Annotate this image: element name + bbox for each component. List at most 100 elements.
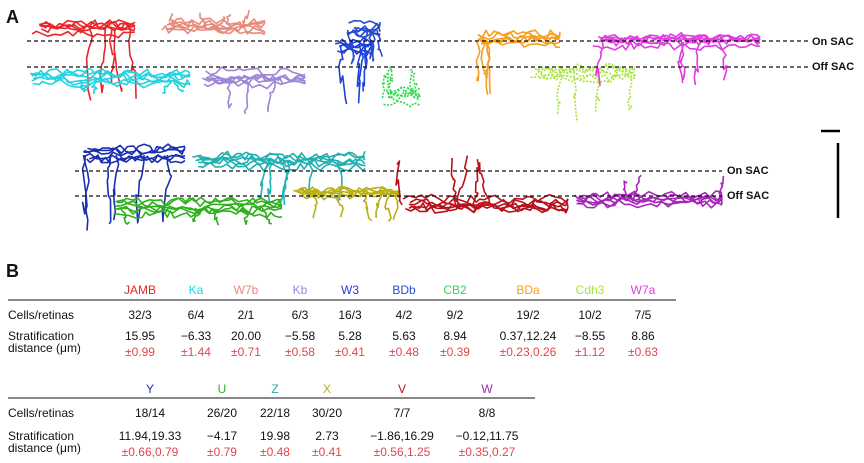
column-header: W7b [234, 283, 259, 297]
row-label: distance (μm) [8, 341, 81, 355]
cell-value: 15.95 [125, 329, 155, 343]
cell-value: 4/2 [396, 308, 413, 322]
cell-error: ±0.41 [335, 345, 365, 359]
layer-label: On SAC [812, 36, 854, 48]
panel-label: A [6, 7, 19, 27]
dendrite [596, 42, 604, 86]
cell-value: 8/8 [479, 406, 496, 420]
dendrite [339, 45, 347, 104]
dendrite [100, 28, 105, 93]
cell-value: 2/1 [238, 308, 255, 322]
cell-value: −0.12,11.75 [456, 429, 519, 443]
cell-error: ±0.39 [440, 345, 470, 359]
cell-error: ±0.63 [628, 345, 658, 359]
cell-error: ±0.66,0.79 [122, 445, 179, 458]
cell-value: −5.58 [285, 329, 316, 343]
neuron-trace [383, 67, 421, 107]
cell-value: 18/14 [135, 406, 165, 420]
dendrite [87, 28, 93, 101]
cell-value: 2.73 [315, 429, 339, 443]
dendrite [476, 40, 480, 81]
layer-label: Off SAC [727, 190, 769, 202]
column-header: Kb [293, 283, 308, 297]
layer-label: Off SAC [812, 61, 854, 73]
column-header: Cdh3 [576, 283, 605, 297]
cell-error: ±0.56,1.25 [374, 445, 431, 458]
cell-error: ±0.58 [285, 345, 315, 359]
cell-value: −1.86,16.29 [370, 429, 434, 443]
cell-value: 5.63 [392, 329, 416, 343]
column-header: U [218, 382, 227, 396]
cell-value: 8.94 [443, 329, 467, 343]
neuron-traces [30, 10, 760, 231]
dendrite [389, 69, 392, 98]
cell-value: 26/20 [207, 406, 237, 420]
cell-value: 7/5 [635, 308, 652, 322]
cell-value: 9/2 [447, 308, 464, 322]
dendrite [396, 161, 402, 205]
dendrite [457, 156, 468, 205]
neuron-trace [335, 38, 372, 104]
column-header: BDa [516, 283, 540, 297]
cell-value: 16/3 [338, 308, 362, 322]
column-header: BDb [392, 283, 416, 297]
cell-value: 19.98 [260, 429, 290, 443]
cell-value: 5.28 [338, 329, 362, 343]
cell-value: 11.94,19.33 [119, 429, 182, 443]
cell-value: 22/18 [260, 406, 290, 420]
cell-value: 20.00 [231, 329, 261, 343]
dendrite [383, 73, 388, 98]
cell-value: 10/2 [578, 308, 602, 322]
column-header: Z [271, 382, 278, 396]
column-header: W7a [631, 283, 656, 297]
neuron-trace [575, 175, 724, 208]
cell-value: 6/3 [292, 308, 309, 322]
dendrite [206, 67, 305, 75]
column-header: JAMB [124, 283, 156, 297]
cell-error: ±0.41 [312, 445, 342, 458]
neuron-trace [396, 156, 568, 213]
dendrite [83, 155, 87, 214]
dendrite [136, 155, 144, 223]
row-label: distance (μm) [8, 441, 81, 455]
cell-error: ±0.71 [231, 345, 261, 359]
cell-value: −4.17 [207, 429, 238, 443]
dendrite [268, 160, 271, 203]
cell-value: 6/4 [188, 308, 205, 322]
cell-value: 8.86 [631, 329, 655, 343]
neuron-trace [531, 64, 636, 122]
cell-value: −6.33 [181, 329, 212, 343]
column-header: V [398, 382, 406, 396]
panel-label: B [6, 261, 19, 281]
cell-value: 32/3 [128, 308, 152, 322]
neuron-trace [294, 186, 401, 221]
column-header: Ka [189, 283, 204, 297]
dendrite [477, 159, 489, 205]
cell-value: 19/2 [516, 308, 540, 322]
neuron-trace [162, 10, 265, 34]
cell-error: ±0.99 [125, 345, 155, 359]
neuron-trace [202, 67, 305, 114]
row-label: Cells/retinas [8, 406, 74, 420]
neuron-trace [30, 69, 190, 94]
column-header: X [323, 382, 331, 396]
dendrite [107, 155, 110, 224]
page: A On SAC Off SAC On SAC Off SAC B JAMB Ka… [0, 0, 864, 463]
cell-value: 7/7 [394, 406, 411, 420]
layer-label: On SAC [727, 165, 769, 177]
dendrite [129, 28, 136, 99]
column-header: CB2 [443, 283, 467, 297]
figure: A On SAC Off SAC On SAC Off SAC B JAMB Ka… [0, 0, 864, 458]
cell-value: 30/20 [312, 406, 342, 420]
cell-error: ±0.48 [389, 345, 419, 359]
column-header: Y [146, 382, 154, 396]
cell-error: ±0.23,0.26 [500, 345, 557, 359]
row-label: Cells/retinas [8, 308, 74, 322]
cell-error: ±1.12 [575, 345, 605, 359]
cell-error: ±1.44 [181, 345, 211, 359]
dendrite [114, 155, 119, 220]
cell-error: ±0.35,0.27 [459, 445, 516, 458]
dendrite [80, 80, 84, 90]
column-header: W [481, 382, 493, 396]
